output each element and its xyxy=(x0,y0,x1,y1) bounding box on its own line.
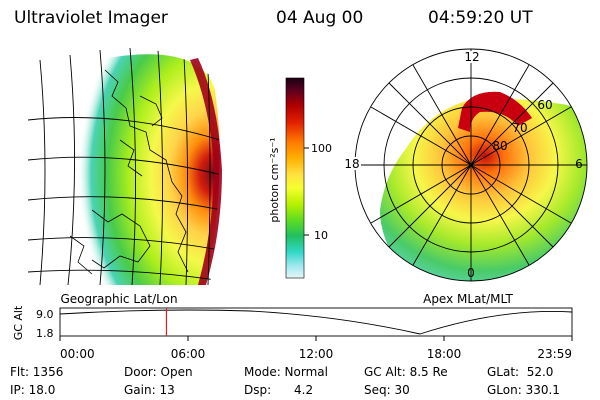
geographic-image-panel xyxy=(28,47,222,286)
colorbar-label-10: 10 xyxy=(314,229,328,242)
colorbar-gradient xyxy=(285,77,305,279)
colorbar-unit-label: photon cm⁻²s⁻¹ xyxy=(268,137,281,222)
colorbar: 100 10 photon cm⁻²s⁻¹ xyxy=(268,77,332,279)
left-panel-caption: Geographic Lat/Lon xyxy=(60,292,177,306)
instrument-title: Ultraviolet Imager xyxy=(14,8,168,28)
gc-altitude-value: GC Alt: 8.5 Re xyxy=(364,365,448,379)
timeline-xtick-label: 06:00 xyxy=(171,347,206,361)
timeline-ytick-high: 9.0 xyxy=(36,308,54,321)
polar-image-panel: 12 18 6 0 60 70 80 xyxy=(343,48,588,282)
auroral-emission-left xyxy=(60,54,220,286)
timeline-xtick-label: 18:00 xyxy=(427,347,462,361)
geographic-grid xyxy=(28,47,219,286)
mlat-label-60: 60 xyxy=(537,98,552,112)
gain-value: Gain: 13 xyxy=(124,383,175,397)
timeline-x-ticks: 00:00 06:00 12:00 18:00 23:59 xyxy=(59,336,573,361)
sequence-value: Seq: 30 xyxy=(364,383,410,397)
mode-value: Mode: Normal xyxy=(244,365,328,379)
timeline-xtick-label: 23:59 xyxy=(537,347,572,361)
coastlines xyxy=(69,69,189,275)
auroral-emission-right xyxy=(380,98,587,281)
mlat-label-70: 70 xyxy=(512,121,527,135)
timeline-axis-label: GC Alt xyxy=(12,305,25,340)
gc-altitude-curve xyxy=(59,309,573,335)
dsp-value: Dsp: 4.2 xyxy=(244,383,314,397)
timeline-ytick-low: 1.8 xyxy=(36,327,54,340)
geo-latitude: GLat: 52.0 xyxy=(487,365,554,379)
observation-date: 04 Aug 00 xyxy=(276,8,364,28)
polar-grid xyxy=(354,48,588,282)
mlt-label-6: 6 xyxy=(575,157,583,171)
timeline-plot: GC Alt 9.0 1.8 00:00 06:00 12:00 18:00 23:59 xyxy=(12,305,573,361)
timeline-xtick-label: 00:00 xyxy=(60,347,95,361)
mlt-label-18: 18 xyxy=(344,157,359,171)
timeline-xtick-label: 12:00 xyxy=(299,347,334,361)
mlt-label-12: 12 xyxy=(464,50,479,64)
door-status: Door: Open xyxy=(124,365,193,379)
auroral-oval-edge-left xyxy=(190,58,222,285)
ip-value: IP: 18.0 xyxy=(10,383,56,397)
timeline-frame xyxy=(59,307,573,337)
colorbar-label-100: 100 xyxy=(311,142,332,155)
flight-number: Flt: 1356 xyxy=(10,365,64,379)
observation-time: 04:59:20 UT xyxy=(428,8,533,28)
mlt-label-0: 0 xyxy=(467,266,475,280)
mlat-label-80: 80 xyxy=(492,139,507,153)
geo-longitude: GLon: 330.1 xyxy=(487,383,560,397)
right-panel-caption: Apex MLat/MLT xyxy=(423,292,513,306)
